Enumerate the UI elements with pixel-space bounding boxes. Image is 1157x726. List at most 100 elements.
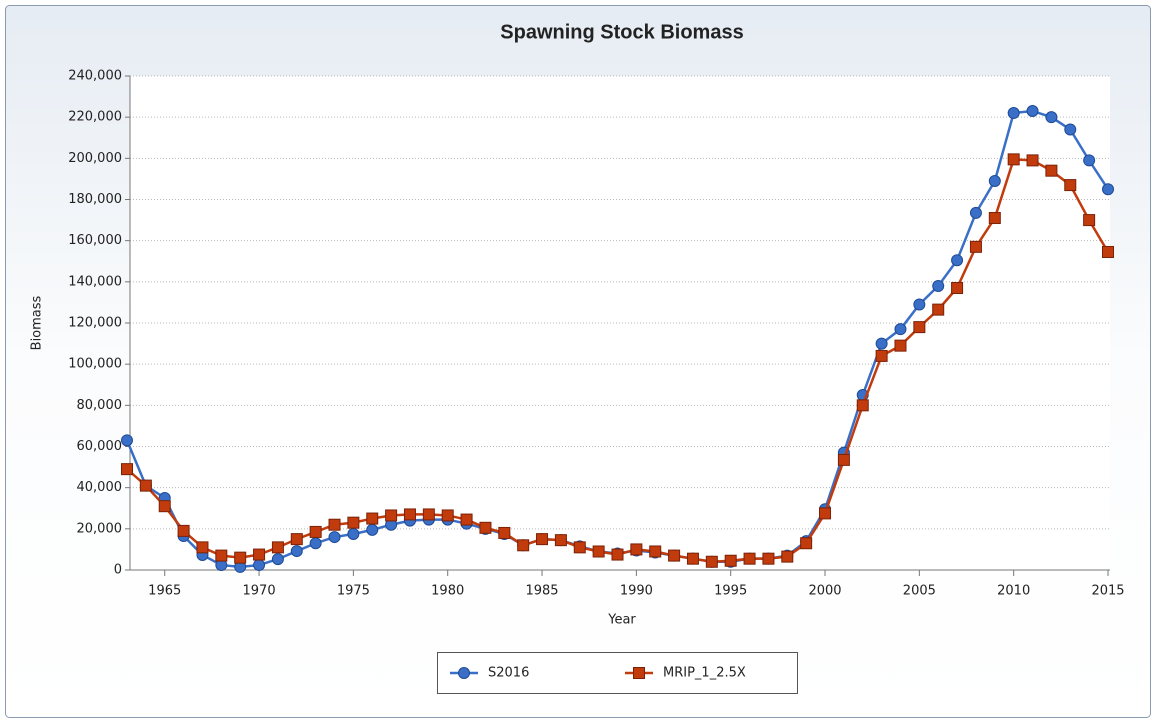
marker bbox=[800, 537, 813, 550]
marker bbox=[668, 549, 681, 562]
marker bbox=[1026, 154, 1039, 167]
y-tick-label: 220,000 bbox=[68, 110, 122, 125]
marker bbox=[498, 526, 511, 539]
legend-label: S2016 bbox=[488, 666, 529, 681]
marker bbox=[1064, 123, 1077, 136]
marker bbox=[1083, 154, 1096, 167]
marker bbox=[309, 537, 322, 550]
legend-marker bbox=[633, 667, 645, 679]
marker bbox=[347, 516, 360, 529]
marker bbox=[969, 206, 982, 219]
marker bbox=[554, 534, 567, 547]
marker bbox=[290, 545, 303, 558]
marker bbox=[573, 541, 586, 554]
marker bbox=[347, 527, 360, 540]
marker bbox=[479, 521, 492, 534]
y-tick-label: 240,000 bbox=[68, 69, 122, 84]
marker bbox=[762, 552, 775, 565]
x-tick-label: 2015 bbox=[1091, 584, 1124, 599]
marker bbox=[422, 508, 435, 521]
marker bbox=[121, 463, 133, 476]
marker bbox=[969, 240, 982, 253]
marker bbox=[913, 298, 926, 311]
marker bbox=[951, 282, 964, 295]
marker bbox=[177, 524, 190, 537]
marker bbox=[988, 174, 1001, 187]
marker bbox=[121, 434, 133, 447]
marker bbox=[875, 349, 888, 362]
marker bbox=[932, 303, 945, 316]
y-tick-label: 160,000 bbox=[68, 233, 122, 248]
y-tick-label: 60,000 bbox=[77, 439, 123, 454]
y-tick-label: 80,000 bbox=[77, 398, 123, 413]
marker bbox=[328, 531, 341, 544]
y-tick-label: 100,000 bbox=[68, 357, 122, 372]
marker bbox=[1007, 107, 1020, 120]
marker bbox=[271, 541, 284, 554]
marker bbox=[328, 518, 341, 531]
marker bbox=[366, 512, 379, 525]
x-tick-label: 1970 bbox=[243, 584, 276, 599]
marker bbox=[158, 500, 171, 513]
marker bbox=[819, 507, 832, 520]
marker bbox=[894, 339, 907, 352]
x-tick-label: 2010 bbox=[997, 584, 1030, 599]
marker bbox=[309, 525, 322, 538]
marker bbox=[271, 553, 284, 566]
marker bbox=[932, 279, 945, 292]
y-tick-label: 120,000 bbox=[68, 316, 122, 331]
y-tick-label: 0 bbox=[114, 563, 122, 578]
legend bbox=[437, 652, 798, 694]
y-tick-label: 140,000 bbox=[68, 274, 122, 289]
marker bbox=[630, 543, 643, 556]
marker bbox=[1045, 111, 1058, 124]
marker bbox=[403, 508, 416, 521]
marker bbox=[951, 254, 964, 267]
marker bbox=[894, 323, 907, 336]
marker bbox=[724, 554, 737, 567]
x-tick-label: 1995 bbox=[714, 584, 747, 599]
marker bbox=[1045, 164, 1058, 177]
x-tick-label: 1990 bbox=[620, 584, 653, 599]
marker bbox=[686, 552, 699, 565]
y-tick-label: 40,000 bbox=[77, 480, 123, 495]
marker bbox=[649, 545, 662, 558]
marker bbox=[517, 539, 530, 552]
x-tick-label: 1980 bbox=[431, 584, 464, 599]
x-axis-label: Year bbox=[607, 613, 636, 628]
marker bbox=[875, 337, 888, 350]
x-tick-label: 2005 bbox=[903, 584, 936, 599]
marker bbox=[1007, 153, 1020, 166]
marker bbox=[366, 523, 379, 536]
chart-title: Spawning Stock Biomass bbox=[500, 21, 743, 43]
marker bbox=[253, 548, 266, 561]
marker bbox=[1102, 245, 1114, 258]
y-tick-label: 200,000 bbox=[68, 151, 122, 166]
marker bbox=[1064, 179, 1077, 192]
marker bbox=[536, 533, 549, 546]
legend-marker bbox=[458, 667, 470, 679]
marker bbox=[1102, 183, 1114, 196]
marker bbox=[441, 509, 454, 522]
marker bbox=[253, 559, 266, 572]
marker bbox=[611, 548, 624, 561]
marker bbox=[139, 479, 152, 492]
marker bbox=[705, 555, 718, 568]
y-tick-label: 180,000 bbox=[68, 192, 122, 207]
x-tick-label: 1965 bbox=[148, 584, 181, 599]
marker bbox=[743, 552, 756, 565]
y-tick-label: 20,000 bbox=[77, 521, 123, 536]
legend-label: MRIP_1_2.5X bbox=[663, 666, 746, 681]
marker bbox=[215, 549, 228, 562]
marker bbox=[460, 513, 473, 526]
marker bbox=[234, 551, 247, 564]
marker bbox=[988, 212, 1001, 225]
y-axis-label: Biomass bbox=[30, 295, 45, 350]
x-tick-label: 2000 bbox=[808, 584, 841, 599]
x-tick-label: 1985 bbox=[525, 584, 558, 599]
marker bbox=[1026, 104, 1039, 117]
marker bbox=[592, 545, 605, 558]
marker bbox=[196, 541, 209, 554]
marker bbox=[781, 550, 794, 563]
